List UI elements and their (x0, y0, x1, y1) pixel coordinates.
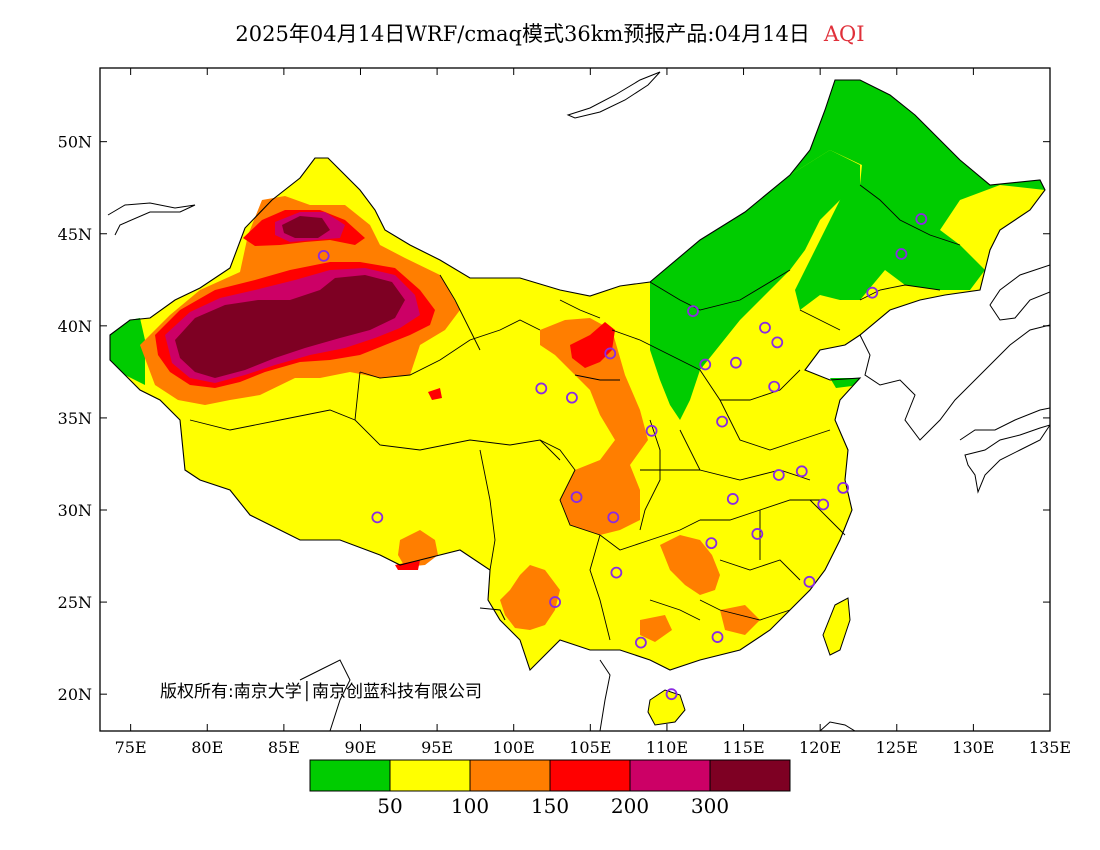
legend-label: 150 (531, 794, 569, 818)
station-marker (610, 566, 623, 579)
monitoring-stations (317, 213, 928, 701)
neighbor-coastlines (107, 71, 1050, 731)
legend-swatch (629, 759, 711, 792)
aqi-region-maroon-taklamakan (175, 275, 405, 378)
lon-tick-label: 115E (722, 738, 764, 757)
aqi-region-green-northeast (790, 80, 1045, 310)
station-marker (699, 358, 712, 371)
map-title: 2025年04月14日WRF/cmaq模式36km预报产品:04月14日 AQI (0, 18, 1100, 48)
station-marker (771, 336, 784, 349)
station-marker (371, 511, 384, 524)
station-marker (772, 469, 785, 481)
lon-tick-label: 120E (799, 738, 841, 757)
lon-tick-label: 85E (268, 738, 300, 757)
station-marker (895, 248, 908, 260)
lon-tick-label: 95E (421, 738, 453, 757)
lon-tick-label: 75E (115, 738, 147, 757)
legend-swatch (309, 759, 391, 792)
station-marker (604, 347, 617, 360)
copyright-text: 版权所有:南京大学│南京创蓝科技有限公司 (160, 681, 482, 702)
lat-tick-label: 40N (58, 317, 92, 336)
station-marker (711, 631, 724, 643)
station-marker (317, 249, 330, 262)
legend-swatch (549, 759, 631, 792)
plot-frame (99, 67, 1051, 732)
legend-swatch (709, 759, 791, 792)
lat-tick-label: 25N (58, 593, 92, 612)
taiwan-island (822, 597, 851, 656)
station-marker (729, 356, 742, 369)
province-boundaries (189, 184, 961, 641)
latitude-axis: 20N 25N 30N 35N 40N 45N 50N (58, 133, 1050, 704)
legend-label: 200 (611, 794, 649, 818)
station-marker (768, 380, 781, 393)
lon-tick-label: 125E (876, 738, 918, 757)
lat-tick-label: 20N (58, 685, 92, 704)
station-marker (716, 415, 728, 428)
legend-label: 100 (451, 794, 489, 818)
station-marker (535, 382, 548, 395)
aqi-region-red-qinghai (428, 388, 442, 400)
station-marker (549, 596, 561, 608)
lon-tick-label: 100E (493, 738, 535, 757)
lat-tick-label: 45N (58, 225, 92, 244)
aqi-region-maroon-north (282, 216, 330, 238)
aqi-region-red-tibet (395, 560, 420, 570)
station-marker (665, 688, 678, 701)
station-marker (726, 493, 739, 505)
lat-tick-label: 50N (58, 133, 92, 152)
station-marker (634, 636, 647, 649)
legend-label: 50 (377, 794, 402, 818)
aqi-legend: 50 100 150 200 300 (309, 759, 791, 818)
aqi-region-orange-yunnan (500, 565, 560, 630)
station-marker (817, 498, 830, 511)
station-marker (570, 491, 583, 504)
legend-swatch (389, 759, 471, 792)
legend-label: 300 (691, 794, 729, 818)
legend-swatch (469, 759, 551, 792)
aqi-region-green-north (650, 150, 860, 420)
aqi-region-orange-central (540, 318, 648, 535)
aqi-region-orange-hunan (660, 535, 720, 595)
lon-tick-label: 105E (569, 738, 611, 757)
lon-tick-label: 130E (952, 738, 994, 757)
lon-tick-label: 80E (191, 738, 223, 757)
longitude-axis: 75E 80E 85E 90E 95E 100E 105E 110E 115E 120E 125E 1… (115, 68, 1071, 757)
lon-tick-label: 110E (646, 738, 688, 757)
station-marker (705, 537, 718, 550)
lat-tick-label: 30N (58, 501, 92, 520)
station-marker (837, 481, 850, 494)
map-plot-area: 版权所有:南京大学│南京创蓝科技有限公司 (107, 71, 1050, 731)
station-marker (866, 286, 879, 299)
station-marker (803, 575, 816, 588)
lon-tick-label: 90E (344, 738, 376, 757)
station-marker (607, 511, 620, 524)
station-marker (759, 321, 771, 334)
aqi-label: AQI (823, 22, 865, 46)
title-text: 2025年04月14日WRF/cmaq模式36km预报产品:04月14日 (235, 22, 810, 46)
station-marker (687, 305, 699, 318)
station-marker (645, 424, 658, 437)
station-marker (751, 528, 764, 540)
aqi-region-red-ningxia (570, 322, 615, 368)
lat-tick-label: 35N (58, 409, 92, 428)
lon-tick-label: 135E (1029, 738, 1071, 757)
station-marker (795, 465, 808, 478)
aqi-region-orange-guangxi (640, 615, 672, 642)
station-marker (566, 391, 578, 404)
station-marker (915, 213, 928, 225)
aqi-region-green-west (110, 318, 145, 385)
